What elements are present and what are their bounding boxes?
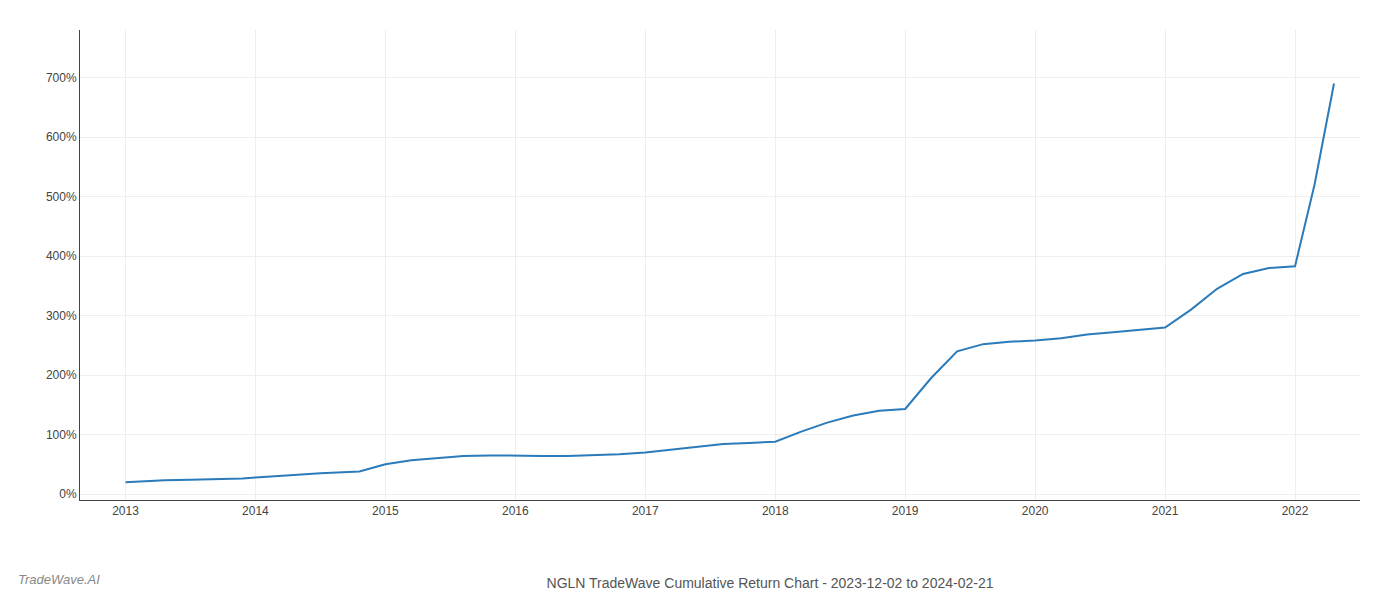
svg-text:400%: 400% bbox=[46, 249, 77, 263]
svg-text:100%: 100% bbox=[46, 428, 77, 442]
svg-text:0%: 0% bbox=[59, 487, 77, 501]
svg-text:600%: 600% bbox=[46, 130, 77, 144]
svg-text:2020: 2020 bbox=[1022, 504, 1049, 518]
svg-text:2018: 2018 bbox=[762, 504, 789, 518]
svg-text:TradeWave.AI: TradeWave.AI bbox=[18, 572, 100, 587]
svg-text:2022: 2022 bbox=[1282, 504, 1309, 518]
svg-text:2016: 2016 bbox=[502, 504, 529, 518]
svg-text:2019: 2019 bbox=[892, 504, 919, 518]
svg-text:300%: 300% bbox=[46, 309, 77, 323]
svg-text:500%: 500% bbox=[46, 190, 77, 204]
svg-text:2015: 2015 bbox=[372, 504, 399, 518]
svg-text:2013: 2013 bbox=[112, 504, 139, 518]
svg-text:NGLN TradeWave Cumulative Retu: NGLN TradeWave Cumulative Return Chart -… bbox=[547, 575, 994, 591]
svg-text:2021: 2021 bbox=[1152, 504, 1179, 518]
svg-text:200%: 200% bbox=[46, 368, 77, 382]
svg-text:2014: 2014 bbox=[242, 504, 269, 518]
svg-text:700%: 700% bbox=[46, 71, 77, 85]
svg-text:2017: 2017 bbox=[632, 504, 659, 518]
